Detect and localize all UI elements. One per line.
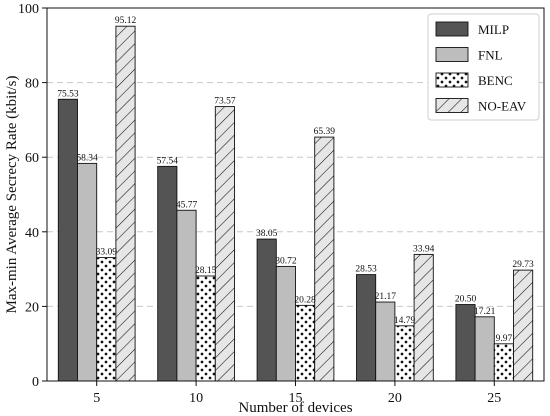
data-label: 20.50 — [455, 295, 477, 305]
y-tick-label: 0 — [32, 375, 39, 390]
legend-swatch-milp — [435, 21, 469, 37]
legend-swatch-benc — [435, 72, 469, 88]
data-label: 45.77 — [176, 200, 198, 210]
y-tick-label: 80 — [25, 77, 39, 92]
y-tick-label: 100 — [18, 2, 39, 17]
data-labels: 75.53 58.34 33.09 95.12 57.54 45.77 28.15 73.57… — [57, 16, 534, 344]
data-label: 21.17 — [375, 292, 397, 302]
bar-fnl-10 — [176, 209, 197, 382]
legend: MILP FNL BENC NO-EAV — [427, 13, 540, 121]
bar-benc-25 — [493, 343, 514, 382]
data-label: 57.54 — [157, 156, 179, 166]
bar-milp-5 — [57, 98, 78, 382]
data-label: 29.73 — [512, 260, 534, 270]
data-label: 20.28 — [294, 295, 316, 305]
data-label: 28.53 — [355, 265, 377, 275]
data-label: 75.53 — [57, 89, 79, 99]
bar-milp-10 — [157, 165, 178, 382]
bar-no-eav-5 — [115, 25, 136, 382]
bar-milp-15 — [256, 238, 277, 382]
legend-label: MILP — [478, 22, 509, 37]
data-label: 9.97 — [496, 334, 513, 344]
y-tick-label: 60 — [25, 151, 39, 166]
data-label: 33.09 — [96, 248, 118, 258]
bar-no-eav-25 — [513, 269, 534, 382]
data-label: 58.34 — [76, 153, 98, 163]
legend-label: BENC — [478, 73, 513, 88]
data-label: 95.12 — [115, 16, 137, 26]
data-label: 17.21 — [474, 307, 496, 317]
y-tick-label: 40 — [25, 226, 39, 241]
data-label: 14.79 — [394, 316, 416, 326]
x-tick-label: 10 — [189, 391, 203, 406]
x-axis-label: Number of devices — [238, 400, 352, 416]
legend-swatch-no-eav — [435, 98, 469, 113]
legend-swatch-fnl — [435, 47, 469, 62]
y-axis-label: Max-min Average Secrecy Rate (kbit/s) — [4, 76, 20, 314]
data-label: 38.05 — [256, 229, 278, 239]
bar-no-eav-20 — [413, 253, 434, 382]
data-label: 65.39 — [314, 127, 336, 137]
x-tick-label: 15 — [289, 391, 303, 406]
x-tick-label: 25 — [487, 391, 501, 406]
data-label: 28.15 — [195, 266, 217, 276]
bar-fnl-5 — [77, 162, 98, 382]
data-label: 73.57 — [214, 97, 236, 107]
bar-no-eav-15 — [314, 136, 335, 382]
data-label: 30.72 — [275, 256, 297, 266]
legend-box — [427, 13, 540, 121]
axes: 0 20 40 60 80 100 5 10 15 20 25 — [18, 2, 501, 406]
bar-benc-5 — [96, 257, 117, 382]
bar-milp-20 — [356, 274, 377, 382]
bars — [57, 25, 534, 382]
x-tick-label: 20 — [388, 391, 402, 406]
bar-benc-20 — [394, 325, 415, 382]
x-tick-label: 5 — [93, 391, 100, 406]
bar-fnl-20 — [375, 301, 396, 382]
data-label: 33.94 — [413, 244, 435, 254]
bar-no-eav-10 — [214, 106, 235, 382]
legend-label: FNL — [478, 48, 503, 63]
y-tick-label: 20 — [25, 300, 39, 315]
bar-fnl-15 — [275, 265, 296, 382]
bar-benc-10 — [195, 275, 216, 382]
bar-milp-25 — [455, 304, 476, 382]
bar-fnl-25 — [474, 316, 495, 382]
legend-label: NO-EAV — [478, 99, 527, 114]
bar-benc-15 — [295, 304, 316, 382]
